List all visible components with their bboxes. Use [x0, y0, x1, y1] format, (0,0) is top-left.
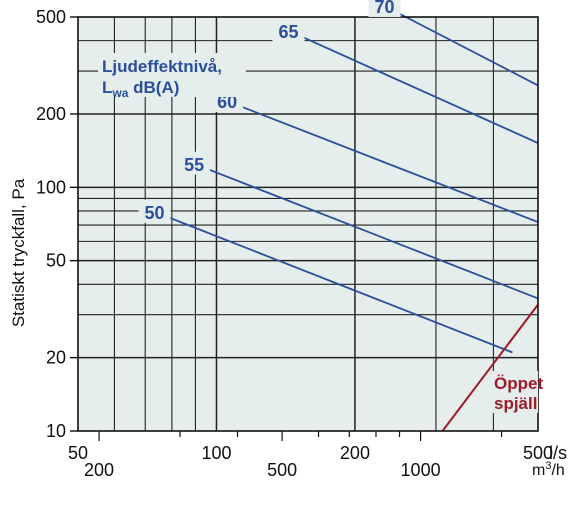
legend-title-line2: Lwa dB(A): [102, 78, 179, 100]
isoline-label-bg-55: [178, 151, 211, 175]
x-tick-label-1: 100: [201, 443, 231, 463]
x-secondary-tick-label-1: 500: [267, 460, 297, 480]
secondary-x-tick-labels: 200 500 1000: [84, 460, 441, 480]
y-tick-label-4: 20: [46, 348, 66, 368]
damper-label-line1: Öppet: [494, 374, 543, 393]
x-tick-label-0: 50: [68, 443, 88, 463]
legend-title-background: [98, 53, 246, 97]
open-damper-curve: [441, 304, 539, 432]
x-secondary-unit-sup: 3: [545, 460, 551, 472]
x-secondary-unit-tail: /h: [551, 462, 564, 479]
x-minor-ticks: [98, 431, 503, 441]
x-secondary-tick-label-2: 1000: [401, 460, 441, 480]
y-tick-label-3: 50: [46, 251, 66, 271]
y-tick-label-1: 200: [36, 104, 66, 124]
y-axis-title: Statiskt tryckfall, Pa: [9, 178, 28, 327]
isoline-label-70: 70: [374, 0, 394, 17]
isoline-label-60: 60: [217, 92, 237, 112]
legend-title-line2-tail: dB(A): [128, 78, 179, 97]
isoline-label-65: 65: [278, 22, 298, 42]
isoline-labels: 50 55 60 65 70: [138, 0, 401, 223]
isoline-60: [249, 108, 539, 223]
x-tick-labels: 50 100 200 500: [68, 443, 553, 463]
legend-title-line2-base: L: [102, 78, 112, 97]
y-tick-labels: 500 200 100 50 20 10: [36, 7, 78, 441]
isoline-55: [216, 171, 539, 300]
y-tick-label-0: 500: [36, 7, 66, 27]
isoline-65: [309, 39, 539, 144]
isoline-label-50: 50: [144, 203, 164, 223]
isoline-50: [176, 219, 513, 354]
legend-title-line1: Ljudeffektnivå,: [102, 57, 222, 76]
damper-curve-line: [441, 304, 539, 432]
isoline-label-bg-65: [272, 18, 305, 42]
legend-title-line2-sub: wa: [111, 86, 128, 100]
isoline-label-55: 55: [184, 155, 204, 175]
damper-label-background: [490, 371, 538, 413]
x-tick-label-3: 500: [523, 443, 553, 463]
x-secondary-unit-base: m: [532, 462, 545, 479]
x-tick-label-2: 200: [340, 443, 370, 463]
x-secondary-tick-label-0: 200: [84, 460, 114, 480]
y-tick-label-2: 100: [36, 177, 66, 197]
isoline-label-bg-50: [138, 199, 171, 223]
plot-frame: [77, 16, 539, 432]
isoline-70: [405, 16, 539, 87]
x-primary-unit: l/s: [549, 443, 567, 463]
damper-label-line2: spjäll: [494, 394, 537, 413]
y-tick-label-5: 10: [46, 421, 66, 441]
isoline-label-bg-70: [368, 0, 401, 17]
sound-power-isolines: [167, 11, 539, 354]
x-secondary-unit: m3/h: [532, 460, 565, 479]
